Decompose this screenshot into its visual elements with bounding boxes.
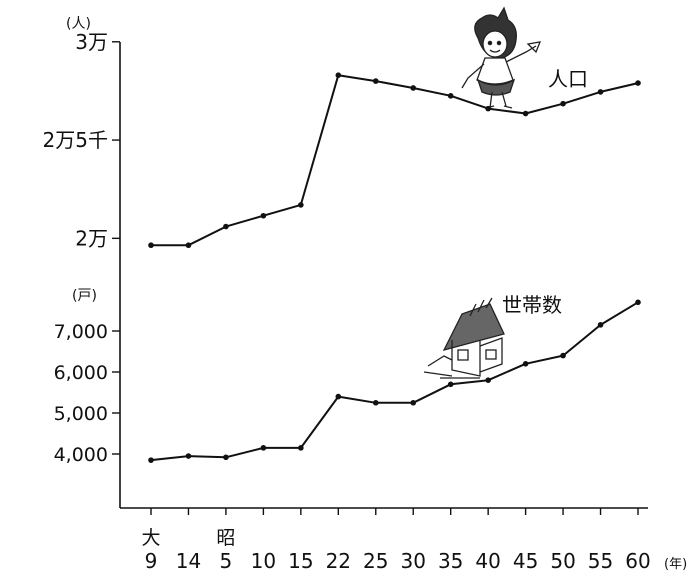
data-point — [372, 78, 379, 84]
data-point — [410, 399, 417, 406]
x-tick-label: 55 — [588, 549, 613, 573]
x-tick-label: 14 — [176, 549, 201, 573]
series-line-population — [151, 74, 639, 247]
x-tick-label: 60 — [625, 549, 650, 573]
data-point — [260, 445, 267, 451]
series-line-households — [150, 301, 639, 462]
data-point — [560, 352, 566, 359]
era-label: 大 — [141, 527, 160, 549]
era-label: 昭 — [216, 527, 235, 549]
x-tick-label: 40 — [475, 549, 500, 573]
population-series-label: 人口 — [548, 67, 588, 91]
data-point — [447, 93, 454, 99]
data-point — [185, 242, 192, 249]
data-point — [260, 212, 267, 219]
x-tick-label: 22 — [326, 549, 351, 573]
y-tick-label: 5,000 — [54, 403, 108, 425]
x-tick-label: 35 — [438, 549, 463, 573]
data-point — [447, 381, 454, 388]
data-point — [522, 361, 529, 367]
top-unit-label: (人) — [66, 16, 91, 32]
data-point — [410, 85, 417, 91]
data-point — [522, 110, 529, 117]
x-tick-label: 30 — [401, 549, 426, 573]
data-point — [148, 242, 154, 249]
data-point — [485, 105, 491, 112]
x-tick-label: 45 — [513, 549, 538, 573]
data-point — [298, 202, 304, 208]
x-tick-label: 5 — [220, 549, 233, 573]
y-tick-label: 3万 — [75, 30, 108, 54]
house-illustration — [423, 297, 505, 379]
data-point — [635, 299, 641, 306]
y-tick-label: 2万 — [75, 226, 108, 250]
x-tick-label: 10 — [251, 549, 276, 573]
data-point — [223, 223, 229, 230]
x-unit-label: (年) — [664, 557, 687, 572]
data-point — [185, 453, 192, 459]
x-tick-label: 50 — [550, 549, 575, 573]
data-point — [148, 457, 154, 463]
x-tick-label: 15 — [288, 549, 313, 573]
bottom-unit-label: (戸) — [72, 288, 97, 304]
data-point — [635, 80, 641, 86]
girl-illustration — [461, 6, 542, 109]
data-point — [298, 445, 304, 451]
households-series-label: 世帯数 — [502, 293, 562, 317]
data-point — [597, 89, 604, 95]
data-point — [560, 100, 566, 107]
data-point — [597, 322, 604, 328]
y-tick-label: 2万5千 — [43, 128, 108, 152]
y-tick-label: 7,000 — [54, 321, 108, 343]
y-tick-label: 4,000 — [54, 444, 108, 466]
x-tick-label: 9 — [145, 549, 158, 573]
series-layer — [148, 72, 641, 463]
data-point — [372, 399, 379, 406]
data-point — [335, 393, 342, 400]
data-point — [335, 72, 342, 79]
y-tick-label: 6,000 — [54, 362, 108, 384]
x-tick-label: 25 — [363, 549, 388, 573]
data-point — [223, 454, 229, 461]
tick-layer: 9 14 5 10 15 22 25 30 35 40 45 50 55 60 大 昭 2万 2万5千 3万 4,00… — [43, 30, 651, 573]
data-point — [485, 377, 491, 384]
